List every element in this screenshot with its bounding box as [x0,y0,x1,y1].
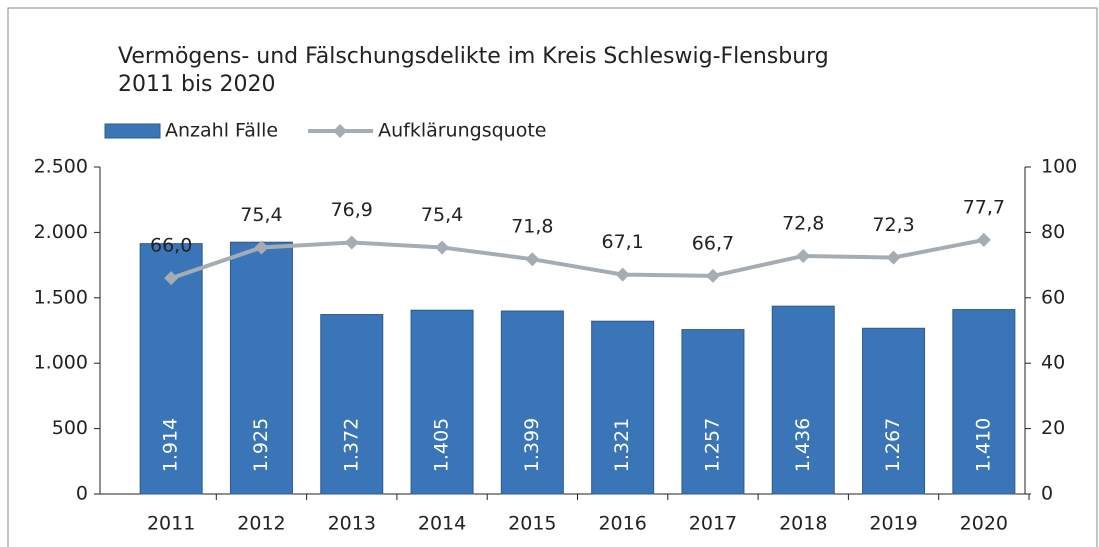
y-tick-label: 2.000 [34,221,88,243]
bar-value-label: 1.925 [250,418,272,472]
line-value-label: 75,4 [240,204,282,226]
bar [771,305,835,495]
marker [976,232,991,247]
line-value-label: 66,7 [692,232,734,254]
x-tick-label: 2013 [328,513,376,535]
line-value-label: 75,4 [421,204,463,226]
y2-tick-label: 60 [1041,286,1065,308]
bar-value-label: 1.410 [972,418,994,472]
marker [254,240,269,255]
bar-value-label: 1.914 [160,418,182,472]
line-value-label: 72,8 [782,212,824,234]
bar [952,309,1016,495]
x-tick-label: 2019 [869,513,917,535]
y-tick-label: 2.500 [34,156,88,178]
marker [435,240,450,255]
y2-tick-label: 40 [1041,352,1065,374]
bar [591,320,655,495]
bar [320,314,384,495]
line-value-label: 72,3 [872,214,914,236]
x-tick-label: 2020 [960,513,1008,535]
marker [705,268,720,283]
bar-value-label: 1.399 [521,418,543,472]
y-tick-label: 1.000 [34,352,88,374]
chart-title: Vermögens- und Fälschungsdelikte im Krei… [118,44,829,69]
legend-label: Anzahl Fälle [165,120,278,142]
x-tick-label: 2011 [147,513,195,535]
frame [7,7,1098,547]
marker [525,252,540,267]
x-tick-label: 2014 [418,513,466,535]
marker [615,267,630,282]
line-value-label: 76,9 [331,199,373,221]
bar-value-label: 1.257 [701,418,723,472]
bar [862,327,926,495]
line [170,237,985,281]
y2-tick-label: 20 [1041,417,1065,439]
y-tick-label: 0 [76,483,88,505]
y-tick-label: 1.500 [34,286,88,308]
legend-swatch [104,123,161,139]
chart-subtitle: 2011 bis 2020 [118,72,276,97]
bar [229,241,293,495]
marker [886,250,901,265]
x-tick-label: 2017 [689,513,737,535]
bar [500,310,564,495]
bar-value-label: 1.436 [792,418,814,472]
line-value-label: 77,7 [963,196,1005,218]
line-value-label: 66,0 [150,235,192,257]
bar-value-label: 1.321 [611,418,633,472]
x-tick-label: 2018 [779,513,827,535]
bar-value-label: 1.405 [431,418,453,472]
bar-value-label: 1.372 [340,418,362,472]
bar [681,329,745,495]
legend-marker [333,124,348,138]
y-tick-label: 500 [52,417,88,439]
bar [139,243,203,495]
y2-tick-label: 100 [1041,156,1077,178]
x-tick-label: 2015 [508,513,556,535]
y2-tick-label: 0 [1041,483,1053,505]
x-tick-label: 2012 [237,513,285,535]
line-value-label: 71,8 [511,216,553,238]
x-tick-label: 2016 [598,513,646,535]
marker [164,271,179,286]
legend-label: Aufklärungsquote [378,120,546,142]
marker [796,248,811,263]
marker [344,235,359,250]
line-value-label: 67,1 [601,231,643,253]
y2-tick-label: 80 [1041,221,1065,243]
bar-value-label: 1.267 [882,418,904,472]
bar [410,309,474,495]
